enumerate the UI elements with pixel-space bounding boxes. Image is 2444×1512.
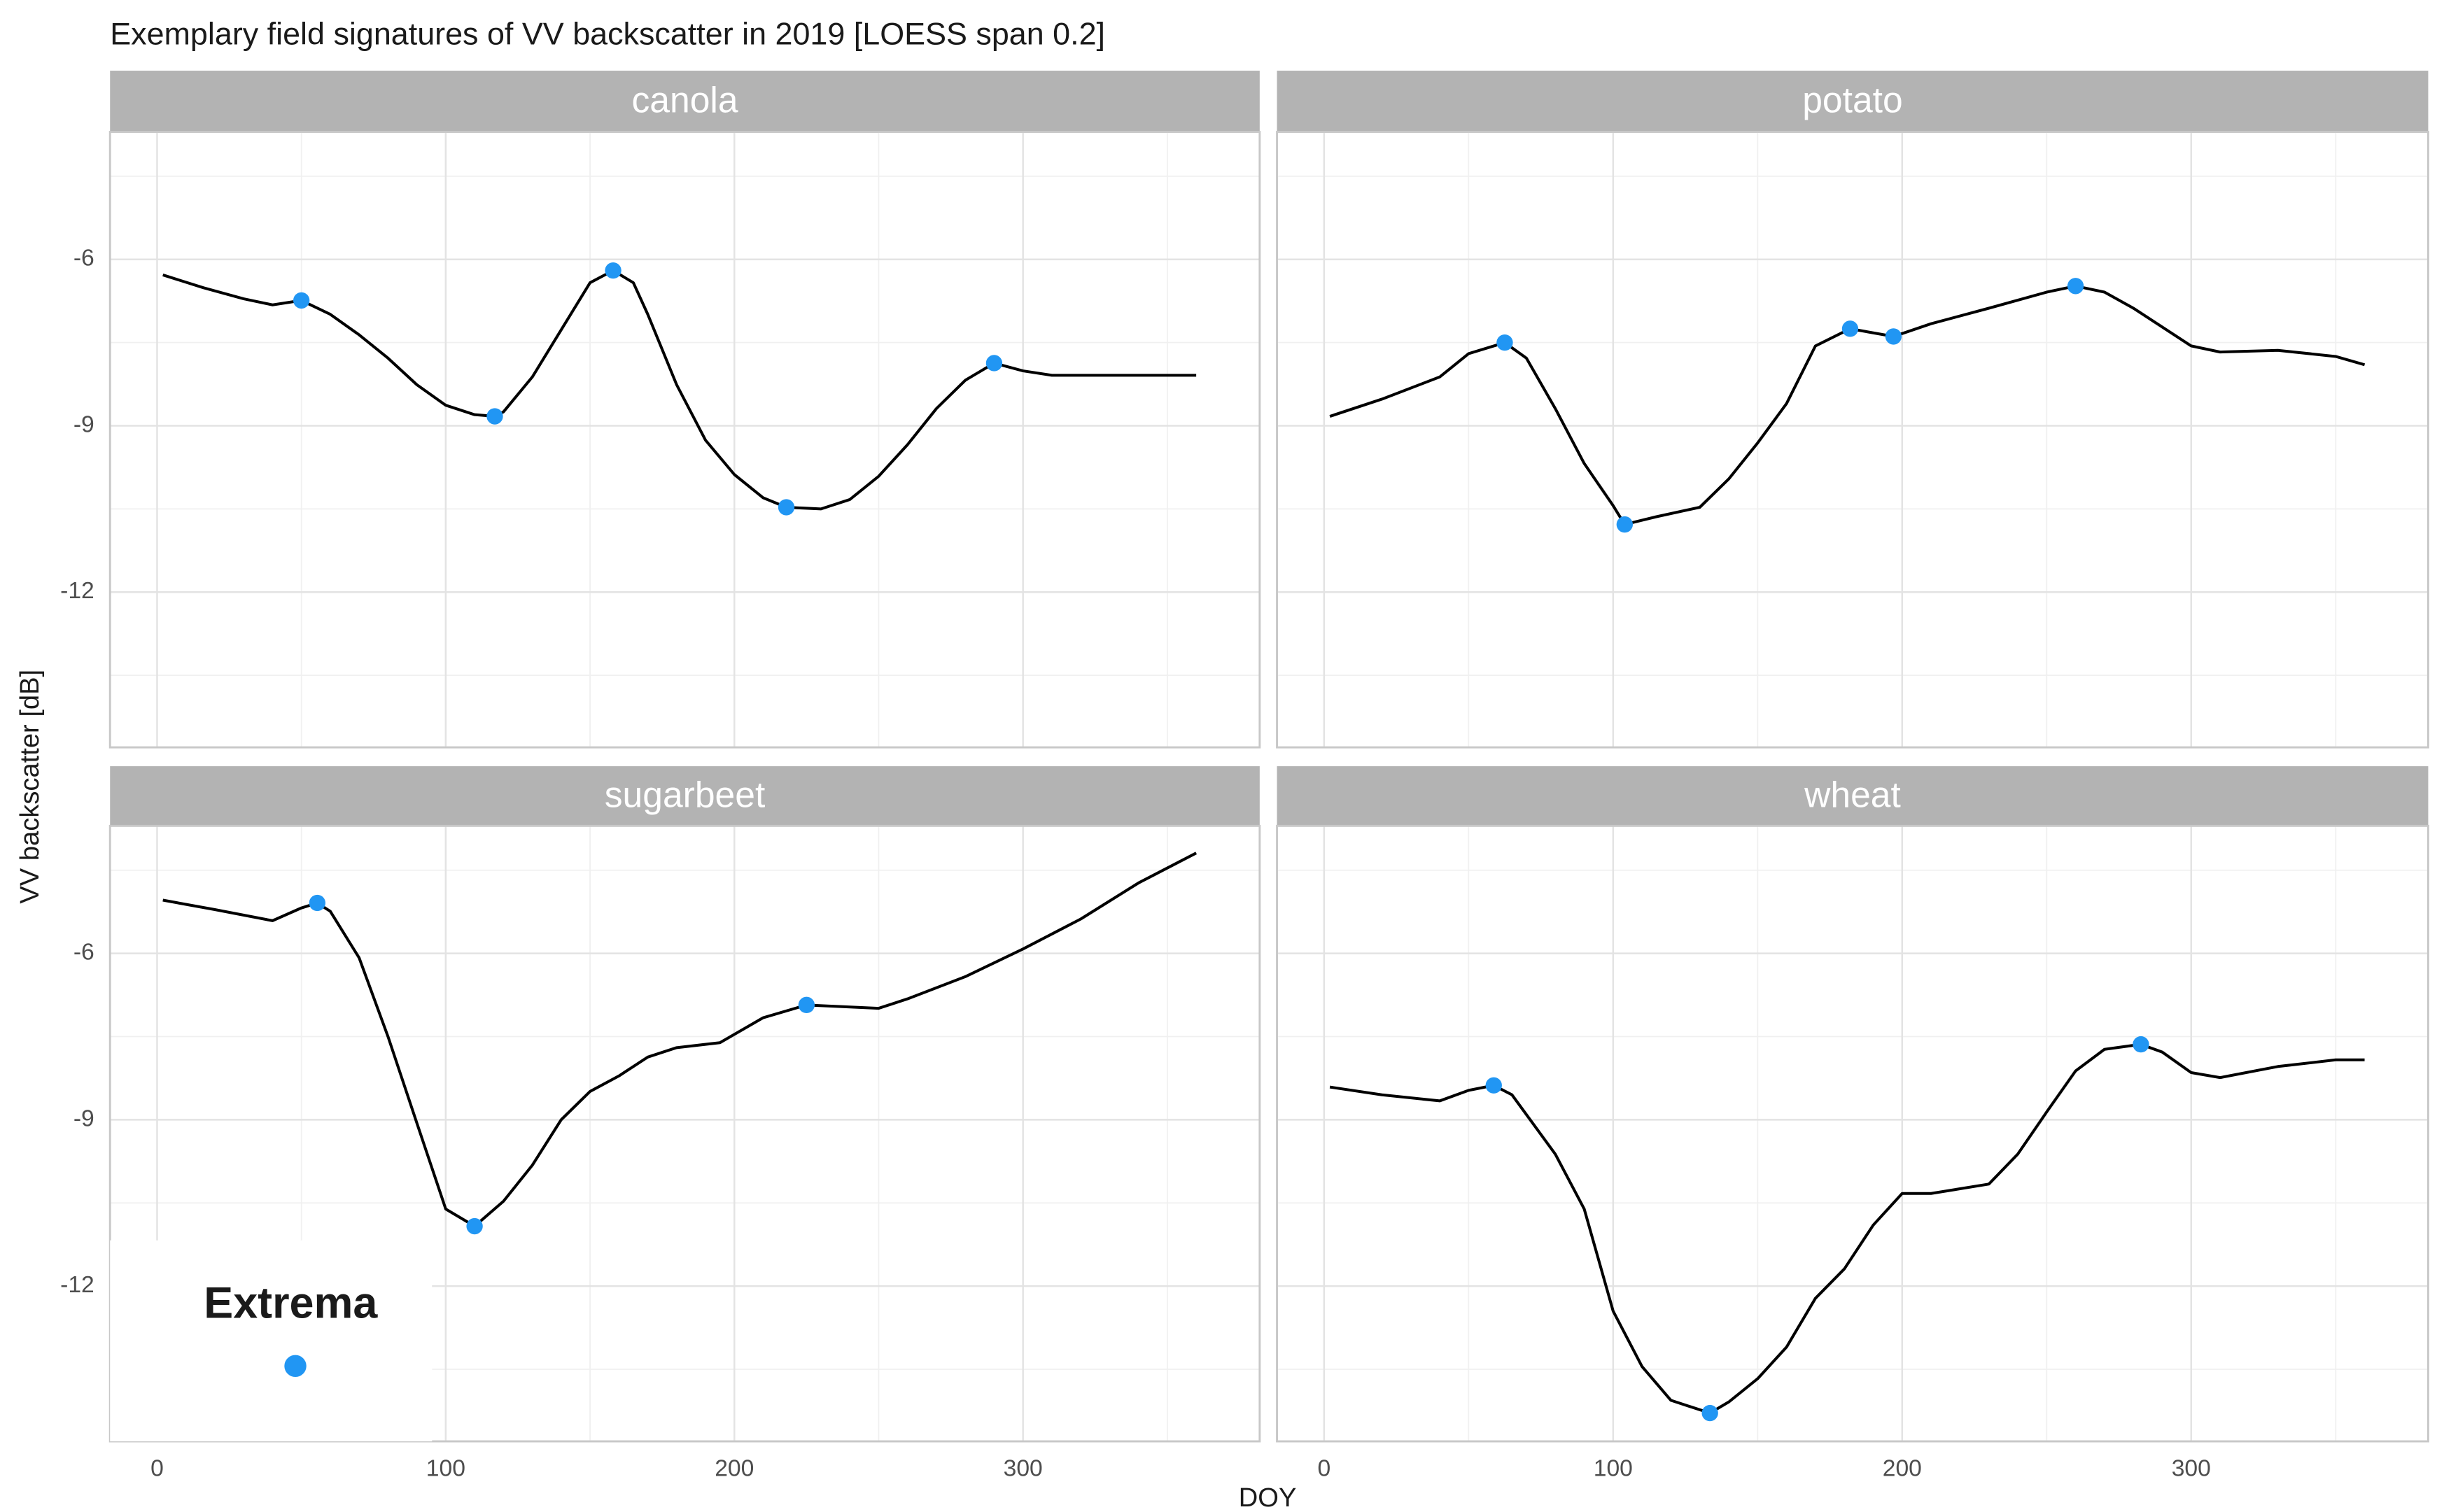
strip <box>110 766 1260 826</box>
strip-title: wheat <box>1804 775 1901 815</box>
extremum-point <box>1701 1404 1718 1422</box>
x-tick-label: 0 <box>1317 1455 1330 1481</box>
extremum-point <box>1496 334 1513 351</box>
extremum-point <box>1841 320 1859 337</box>
strip <box>1277 70 2429 132</box>
panel: potato <box>1276 70 2429 749</box>
strip-title: canola <box>631 80 738 120</box>
x-tick-label: 200 <box>715 1455 754 1481</box>
legend-title: Extrema <box>204 1279 378 1328</box>
x-tick-label: 100 <box>426 1455 465 1481</box>
extremum-point <box>293 292 310 309</box>
extremum-point <box>466 1217 483 1235</box>
extremum-point <box>1616 516 1634 533</box>
chart-title: Exemplary field signatures of VV backsca… <box>110 15 1105 51</box>
y-tick-label: -6 <box>73 246 94 271</box>
y-tick-label: -6 <box>73 940 94 966</box>
y-tick-label: -12 <box>60 578 94 604</box>
extremum-point <box>605 262 621 279</box>
extremum-point <box>778 499 795 516</box>
extremum-point <box>309 894 326 912</box>
extremum-point <box>486 408 503 425</box>
legend: Extrema <box>110 1240 433 1442</box>
panel-border <box>108 131 1261 749</box>
y-tick-label: -9 <box>73 411 94 437</box>
x-tick-label: 0 <box>150 1455 164 1481</box>
legend-key <box>284 1355 307 1378</box>
extremum-point <box>985 355 1003 372</box>
strip-title: potato <box>1802 80 1903 120</box>
panels: canola -12 -9 -6 potato sugarbeet -12 -9 -6 0 100 2… <box>60 70 2429 1481</box>
legend-box <box>110 1240 433 1442</box>
x-tick-label: 300 <box>2172 1455 2211 1481</box>
x-axis-title: DOY <box>1239 1483 1297 1512</box>
extremum-point <box>1885 328 1902 345</box>
strip-title: sugarbeet <box>605 775 766 815</box>
extremum-point <box>798 996 815 1014</box>
extremum-point <box>2133 1036 2149 1053</box>
strip <box>1277 766 2429 826</box>
extremum-point <box>1485 1077 1502 1094</box>
y-tick-label: -12 <box>60 1272 94 1298</box>
signature-line <box>1329 284 2366 526</box>
x-tick-label: 100 <box>1594 1455 1633 1481</box>
y-tick-label: -9 <box>73 1105 94 1131</box>
x-tick-label: 300 <box>1004 1455 1043 1481</box>
y-axis-title: VV backscatter [dB] <box>15 670 45 904</box>
signature-line <box>1329 1043 2365 1415</box>
panel-border <box>1276 824 2429 1443</box>
extremum-point <box>2067 278 2084 295</box>
panel: canola -12 -9 -6 <box>60 70 1261 749</box>
signature-line <box>162 269 1197 511</box>
panel-border <box>1276 131 2429 749</box>
panel: sugarbeet -12 -9 -6 0 100 200 300 <box>60 766 1261 1481</box>
panel: wheat 0 100 200 300 <box>1276 766 2429 1481</box>
panel-border <box>108 824 1261 1443</box>
x-tick-label: 200 <box>1883 1455 1922 1481</box>
strip <box>110 70 1260 132</box>
